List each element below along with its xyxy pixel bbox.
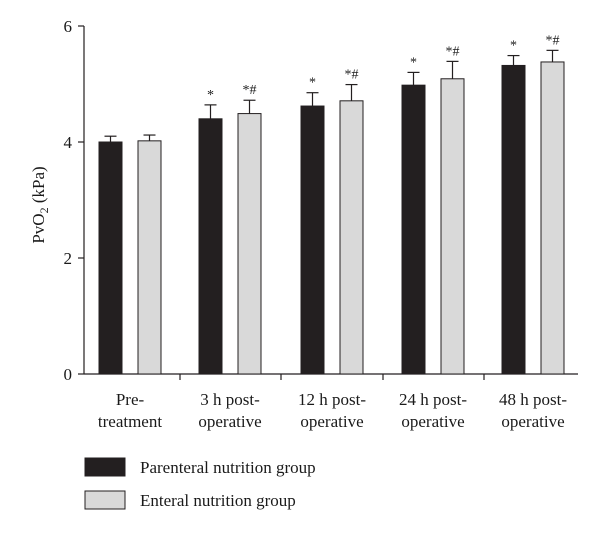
x-category-label-line: 24 h post-	[399, 390, 467, 409]
bar	[237, 113, 262, 375]
y-axis: 0 2 4 6	[64, 17, 85, 384]
y-tick-label: 4	[64, 133, 73, 152]
bar	[98, 141, 123, 375]
y-tick-label: 2	[64, 249, 73, 268]
bar	[401, 84, 426, 375]
significance-marker: *#	[345, 68, 359, 83]
y-axis-label-unit: (kPa)	[29, 166, 48, 207]
significance-marker: *#	[243, 83, 257, 98]
significance-marker: *#	[546, 33, 560, 48]
legend-label: Enteral nutrition group	[140, 491, 296, 510]
x-category-label-line: operative	[198, 412, 261, 431]
legend-swatch	[84, 457, 126, 477]
bar	[501, 64, 526, 375]
x-category-label: 24 h post-operative	[399, 390, 467, 431]
significance-marker: *	[309, 76, 316, 91]
x-category-label-line: Pre-	[116, 390, 145, 409]
x-category-label: 3 h post-operative	[198, 390, 261, 431]
legend-swatch	[84, 490, 126, 510]
bar	[198, 118, 223, 375]
y-axis-label-subscript: 2	[37, 207, 51, 213]
x-category-label-line: 12 h post-	[298, 390, 366, 409]
y-axis-label-main: PvO	[29, 213, 48, 243]
legend-label: Parenteral nutrition group	[140, 458, 316, 477]
bar	[540, 61, 565, 375]
legend: Parenteral nutrition group Enteral nutrit…	[84, 457, 316, 510]
x-category-label-line: treatment	[98, 412, 162, 431]
x-category-label: Pre-treatment	[98, 390, 162, 431]
y-axis-label: PvO2 (kPa)	[29, 166, 51, 243]
x-category-label: 48 h post-operative	[499, 390, 567, 431]
bar	[339, 100, 364, 375]
y-tick-label: 6	[64, 17, 73, 36]
x-category-label-line: 3 h post-	[200, 390, 260, 409]
significance-marker: *#	[446, 44, 460, 59]
significance-marker: *	[410, 55, 417, 70]
x-category-label-line: operative	[501, 412, 564, 431]
significance-marker: *	[207, 88, 214, 103]
x-category-label: 12 h post-operative	[298, 390, 366, 431]
significance-marker: *	[510, 39, 517, 54]
bar	[137, 140, 162, 375]
bar	[440, 78, 465, 375]
x-category-label-line: operative	[401, 412, 464, 431]
bars: * * * * *# *# *# *#	[98, 33, 565, 375]
x-category-label-line: operative	[300, 412, 363, 431]
bar	[300, 105, 325, 375]
x-category-label-line: 48 h post-	[499, 390, 567, 409]
y-tick-label: 0	[64, 365, 73, 384]
